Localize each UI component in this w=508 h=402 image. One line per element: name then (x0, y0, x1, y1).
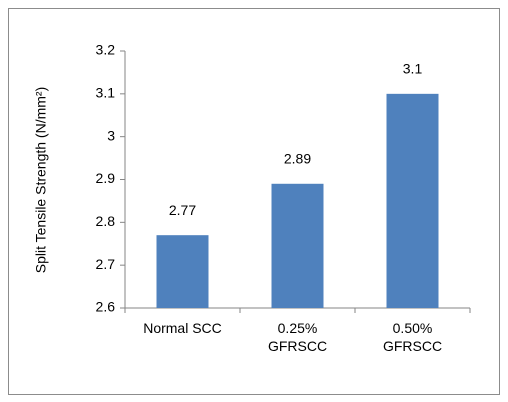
y-tick-label: 3.1 (96, 85, 116, 101)
y-tick-label: 2.8 (96, 213, 116, 229)
y-tick-label: 3 (107, 127, 115, 143)
bar (386, 93, 439, 308)
y-tick-label: 3.2 (96, 42, 116, 58)
bar (271, 183, 324, 308)
data-label: 2.77 (169, 202, 196, 218)
y-tick-label: 2.6 (96, 299, 116, 315)
data-label: 3.1 (403, 61, 423, 77)
bar (156, 235, 209, 308)
x-tick-label: Normal SCC (143, 320, 222, 336)
x-tick-label: 0.50% GFRSCC (382, 320, 443, 354)
y-axis-label: Split Tensile Strength (N/mm²) (33, 87, 49, 273)
x-tick-label: 0.25% GFRSCC (267, 320, 328, 354)
data-label: 2.89 (284, 150, 311, 166)
y-tick-label: 2.7 (96, 256, 116, 272)
y-tick-label: 2.9 (96, 170, 116, 186)
